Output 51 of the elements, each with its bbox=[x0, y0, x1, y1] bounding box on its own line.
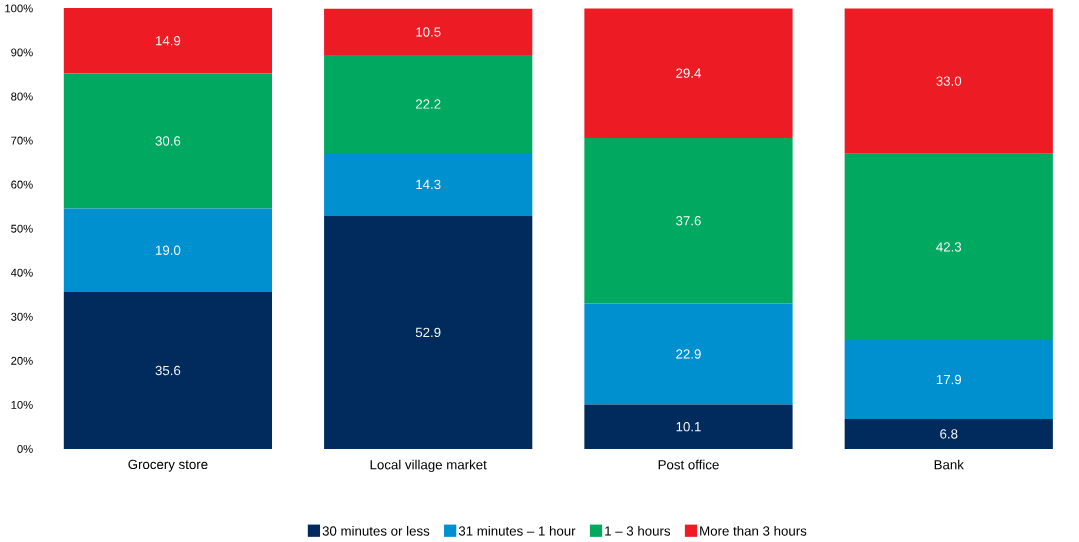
legend-label: More than 3 hours bbox=[700, 526, 807, 536]
data-label: 22.9 bbox=[676, 349, 701, 359]
y-tick-label: 30% bbox=[11, 312, 33, 321]
data-label: 6.8 bbox=[940, 429, 958, 439]
bar bbox=[584, 8, 793, 139]
bar bbox=[844, 340, 1053, 420]
y-tick-label: 50% bbox=[11, 224, 33, 233]
y-tick-label: 10% bbox=[11, 401, 33, 410]
data-label: 42.3 bbox=[936, 242, 962, 252]
legend-label: 30 minutes or less bbox=[322, 526, 430, 536]
y-tick-label: 100% bbox=[5, 4, 33, 13]
bar bbox=[584, 404, 793, 450]
data-label: 29.4 bbox=[676, 68, 701, 79]
y-tick-label: 40% bbox=[10, 268, 33, 277]
data-label: 33.0 bbox=[936, 76, 962, 86]
data-label: 14.9 bbox=[156, 36, 181, 46]
bar bbox=[844, 153, 1053, 341]
y-tick-label: 20% bbox=[11, 357, 33, 365]
legend-label: 31 minutes – 1 hour bbox=[458, 526, 576, 536]
data-label: 14.3 bbox=[416, 179, 441, 190]
bar bbox=[324, 216, 533, 450]
legend-label: 1 – 3 hours bbox=[605, 526, 671, 536]
data-label: 17.9 bbox=[936, 375, 962, 385]
x-tick-label: Grocery store bbox=[128, 459, 208, 472]
bar bbox=[584, 138, 793, 304]
bar bbox=[324, 9, 533, 56]
data-label: 35.6 bbox=[155, 365, 181, 376]
data-label: 10.1 bbox=[676, 422, 701, 432]
y-tick-label: 60% bbox=[11, 180, 33, 189]
bar bbox=[324, 153, 533, 217]
x-tick-label: Bank bbox=[934, 459, 964, 470]
data-label: 22.2 bbox=[415, 99, 441, 109]
y-tick-label: 0% bbox=[17, 445, 33, 454]
y-tick-label: 80% bbox=[11, 92, 33, 101]
x-tick-label: Post office bbox=[658, 459, 719, 470]
bar bbox=[63, 73, 273, 209]
data-label: 37.6 bbox=[676, 216, 701, 226]
data-label: 19.0 bbox=[156, 245, 181, 256]
data-label: 52.9 bbox=[415, 327, 441, 338]
data-label: 10.5 bbox=[416, 27, 441, 37]
bar bbox=[63, 208, 273, 293]
data-label: 30.6 bbox=[155, 136, 181, 146]
bar bbox=[844, 8, 1053, 154]
bar bbox=[844, 419, 1053, 450]
y-tick-label: 70% bbox=[11, 136, 33, 145]
bar bbox=[63, 292, 273, 450]
x-tick-label: Local village market bbox=[370, 459, 487, 473]
bar bbox=[63, 8, 273, 74]
y-tick-label: 90% bbox=[11, 48, 33, 57]
bar bbox=[324, 55, 533, 154]
bar bbox=[584, 303, 793, 405]
